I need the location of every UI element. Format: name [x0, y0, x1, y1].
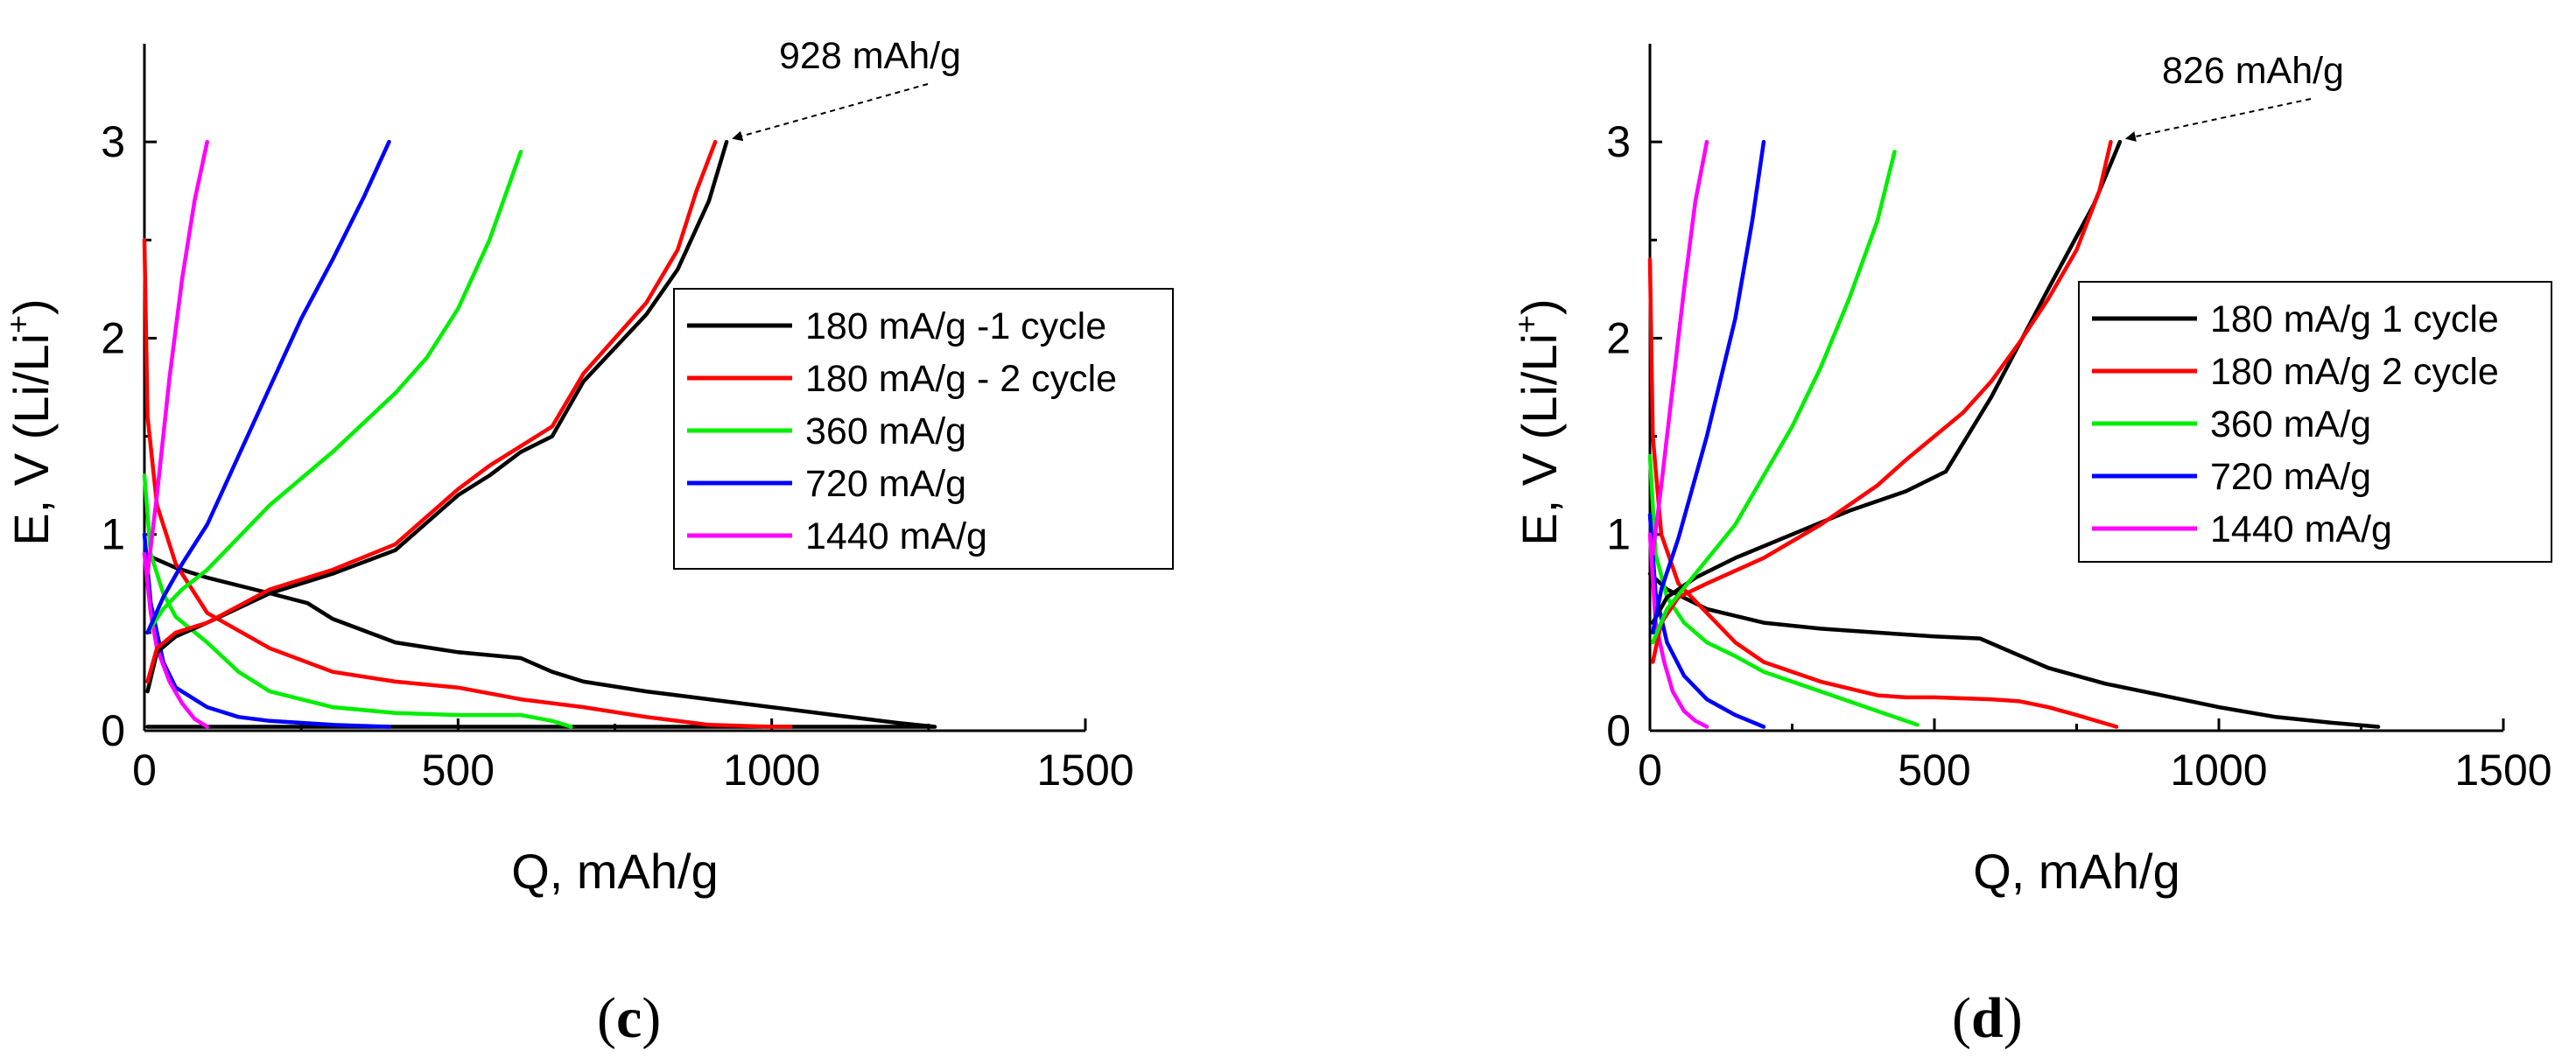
- legend: 180 mA/g -1 cycle 180 mA/g - 2 cycle 360 m…: [673, 288, 1174, 570]
- legend-label: 180 mA/g - 2 cycle: [805, 358, 1117, 400]
- x-tick-label: 500: [422, 746, 495, 795]
- y-tick-label: 0: [1606, 706, 1631, 755]
- y-axis-title-main: E, V (Li/Li: [1512, 333, 1567, 546]
- charge-curve-5: [1651, 139, 1709, 557]
- charge-curve-5: [145, 139, 209, 576]
- x-axis-title: Q, mAh/g: [511, 844, 719, 899]
- legend-label: 360 mA/g: [805, 410, 966, 452]
- y-tick-label: 2: [101, 313, 125, 362]
- chart-panel-c: 0 500 1000 1500 0 1 2 3 Q, mAh/g E, V (Li/Li+) 180…: [0, 35, 1174, 1050]
- panel-label-open: (: [597, 986, 616, 1050]
- y-tick-label: 3: [1606, 117, 1631, 166]
- discharge-curve-2: [1647, 257, 2119, 729]
- charge-curve-4: [145, 139, 391, 635]
- x-tick-label: 0: [1638, 746, 1662, 795]
- discharge-curve-3: [1647, 453, 1920, 727]
- y-tick-label: 1: [101, 510, 125, 559]
- legend-label: 720 mA/g: [2210, 456, 2371, 498]
- annotation-arrow: [2124, 98, 2312, 142]
- panel-label-letter: d: [1971, 986, 2004, 1050]
- panel-label: (d): [1952, 986, 2023, 1050]
- y-tick-label: 1: [1606, 510, 1631, 559]
- charge-curve-4: [1651, 139, 1766, 635]
- panel-label: (c): [597, 986, 661, 1050]
- y-tick-label: 3: [101, 117, 125, 166]
- annotation-label: 826 mAh/g: [2162, 50, 2344, 92]
- panel-label-letter: c: [616, 986, 642, 1050]
- y-axis-title: E, V (Li/Li+): [1508, 298, 1567, 545]
- x-tick-label: 500: [1898, 746, 1970, 795]
- x-tick-label: 1500: [2454, 746, 2551, 795]
- charge-curve-2: [1651, 139, 2113, 664]
- y-tick-label: 0: [101, 706, 125, 755]
- legend-label: 1440 mA/g: [805, 515, 987, 557]
- panel-label-close: ): [642, 986, 661, 1050]
- y-tick-label: 2: [1606, 313, 1631, 362]
- chart-panel-d: 0 500 1000 1500 0 1 2 3 Q, mAh/g E, V (Li/Li+) 180…: [1508, 44, 2552, 1050]
- y-axis-title-superscript: +: [1508, 315, 1544, 333]
- y-axis-title-superscript: +: [0, 315, 36, 333]
- charge-curve-2: [145, 139, 718, 684]
- discharge-curve-5: [142, 551, 209, 729]
- legend-label: 720 mA/g: [805, 463, 966, 505]
- panel-label-close: ): [2004, 986, 2023, 1050]
- y-axis-title-close: ): [1512, 298, 1567, 315]
- x-axis-title: Q, mAh/g: [1973, 844, 2180, 899]
- x-tick-label: 1000: [2170, 746, 2267, 795]
- legend-label: 180 mA/g 1 cycle: [2210, 298, 2499, 340]
- discharge-curve-1: [1647, 571, 2381, 729]
- discharge-curve-2: [142, 238, 793, 729]
- y-axis-title-main: E, V (Li/Li: [4, 333, 59, 546]
- legend-label: 180 mA/g 2 cycle: [2210, 351, 2499, 393]
- annotation-label: 928 mAh/g: [779, 35, 961, 77]
- y-axis-title-close: ): [4, 298, 59, 315]
- annotation-arrow: [732, 83, 929, 142]
- discharge-curve-3: [142, 473, 573, 729]
- charge-curve-3: [145, 150, 523, 635]
- legend-label: 1440 mA/g: [2210, 508, 2392, 550]
- legend: 180 mA/g 1 cycle 180 mA/g 2 cycle 360 mA/g…: [2078, 281, 2552, 563]
- x-tick-label: 1000: [723, 746, 820, 795]
- panel-label-open: (: [1952, 986, 1971, 1050]
- y-axis-title: E, V (Li/Li+): [0, 298, 59, 545]
- legend-label: 360 mA/g: [2210, 403, 2371, 445]
- x-tick-label: 0: [132, 746, 157, 795]
- x-tick-label: 1500: [1036, 746, 1134, 795]
- charge-curve-3: [1651, 150, 1897, 645]
- legend-label: 180 mA/g -1 cycle: [805, 305, 1106, 347]
- charge-curve-1: [1651, 139, 2123, 625]
